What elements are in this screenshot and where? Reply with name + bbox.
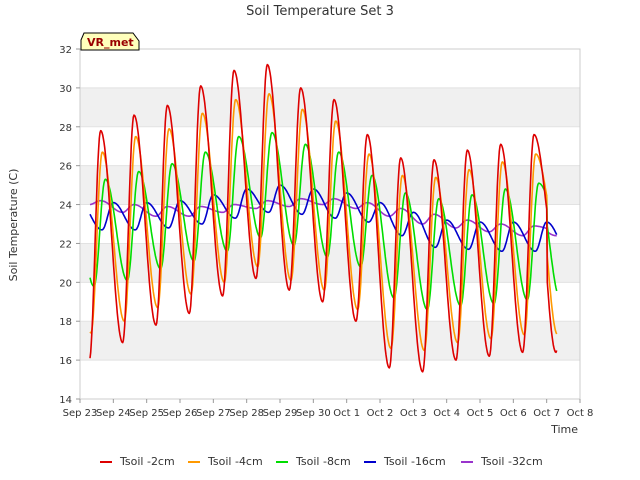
x-tick-label: Oct 6 bbox=[500, 408, 527, 419]
x-tick-label: Sep 23 bbox=[63, 408, 98, 419]
y-tick-label: 28 bbox=[59, 123, 72, 134]
y-tick-label: 14 bbox=[59, 395, 72, 406]
y-tick-label: 18 bbox=[59, 317, 72, 328]
legend-label: Tsoil -2cm bbox=[119, 455, 175, 468]
x-tick-label: Oct 3 bbox=[400, 408, 427, 419]
series-line-tsoil-8cm bbox=[89, 131, 558, 311]
chart-title: Soil Temperature Set 3 bbox=[246, 4, 394, 19]
y-axis-label: Soil Temperature (C) bbox=[7, 169, 20, 282]
y-tick-label: 30 bbox=[59, 84, 72, 95]
x-tick-label: Sep 25 bbox=[129, 408, 164, 419]
legend-label: Tsoil -16cm bbox=[383, 455, 446, 468]
y-tick-label: 32 bbox=[59, 45, 72, 56]
x-tick-label: Sep 28 bbox=[229, 408, 264, 419]
x-tick-label: Oct 2 bbox=[367, 408, 394, 419]
annotation-vr-met: VR_met bbox=[80, 32, 140, 51]
legend-label: Tsoil -4cm bbox=[207, 455, 263, 468]
plot-frame bbox=[79, 48, 581, 400]
y-tick-label: 16 bbox=[59, 356, 72, 367]
plot-band bbox=[80, 87, 580, 127]
y-tick-label: 26 bbox=[59, 162, 72, 173]
series-line-tsoil-4cm bbox=[89, 93, 558, 352]
series-lines bbox=[89, 63, 558, 373]
x-tick-label: Oct 7 bbox=[533, 408, 560, 419]
series-line-tsoil-2cm bbox=[89, 63, 558, 373]
x-tick-label: Sep 30 bbox=[296, 408, 331, 419]
legend-label: Tsoil -8cm bbox=[295, 455, 351, 468]
x-axis-label: Time bbox=[550, 423, 578, 436]
y-tick-label: 20 bbox=[59, 278, 72, 289]
x-tick-label: Oct 8 bbox=[567, 408, 594, 419]
x-tick-label: Sep 27 bbox=[196, 408, 231, 419]
legend: Tsoil -2cm Tsoil -4cm Tsoil -8cm Tsoil -16c… bbox=[100, 455, 543, 468]
x-tick-label: Oct 1 bbox=[333, 408, 360, 419]
x-tick-label: Sep 26 bbox=[163, 408, 198, 419]
x-tick-label: Sep 29 bbox=[263, 408, 298, 419]
y-tick-label: 22 bbox=[59, 239, 72, 250]
plot-band bbox=[80, 321, 580, 361]
x-tick-label: Sep 24 bbox=[96, 408, 131, 419]
y-tick-label: 24 bbox=[59, 201, 72, 212]
y-axis-ticks: 14 16 18 20 22 24 26 28 30 32 bbox=[59, 45, 80, 406]
x-tick-label: Oct 4 bbox=[433, 408, 460, 419]
x-tick-label: Oct 5 bbox=[467, 408, 494, 419]
annotation-label: VR_met bbox=[87, 36, 134, 49]
legend-label: Tsoil -32cm bbox=[480, 455, 543, 468]
annotation-box bbox=[80, 32, 140, 51]
